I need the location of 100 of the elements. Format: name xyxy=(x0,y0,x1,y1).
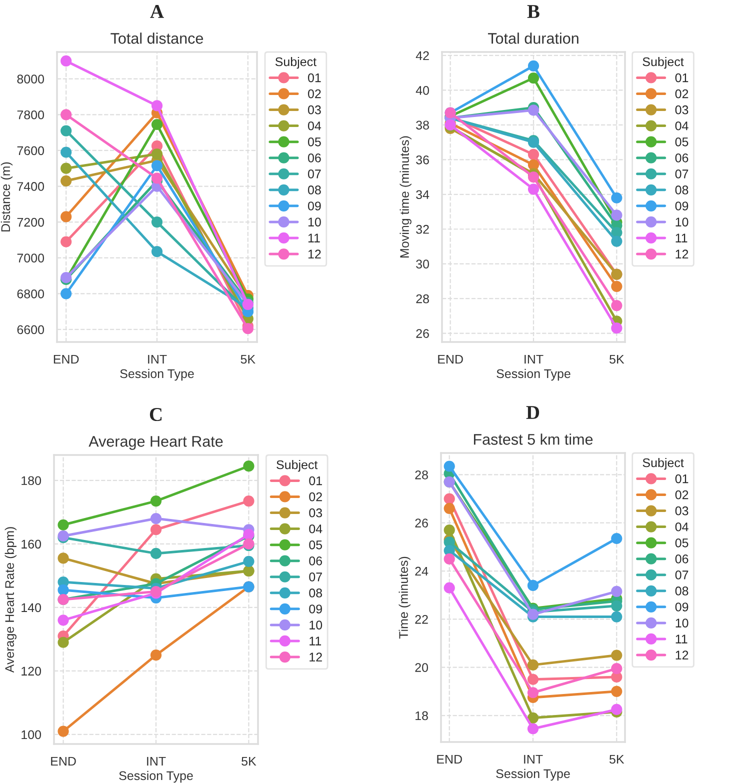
point xyxy=(60,55,72,67)
y-axis-title: Average Heart Rate (bpm) xyxy=(4,527,16,673)
point xyxy=(58,726,69,737)
y-tick-label: 100 xyxy=(22,730,42,740)
point xyxy=(151,172,163,184)
y-tick-label: 120 xyxy=(22,666,42,676)
point xyxy=(527,687,539,698)
x-tick-label: INT xyxy=(524,354,544,364)
legend-label: 10 xyxy=(676,618,688,628)
legend-label: 07 xyxy=(309,572,322,582)
legend-label: 09 xyxy=(675,202,688,210)
legend-label: 10 xyxy=(308,218,321,226)
x-tick-label: INT xyxy=(524,754,543,764)
text: B xyxy=(527,5,540,18)
legend-label: 03 xyxy=(675,506,688,516)
y-tick-label: 28 xyxy=(415,470,428,480)
legend-label: 06 xyxy=(675,153,688,162)
point xyxy=(527,608,539,620)
point xyxy=(444,524,455,536)
legend-label: 05 xyxy=(675,538,688,548)
point xyxy=(528,72,540,84)
x-tick-label: INT xyxy=(147,756,166,766)
point xyxy=(611,532,622,544)
legend-label: 10 xyxy=(676,218,688,226)
chart-title: Total distance xyxy=(110,32,204,44)
legend-label: 08 xyxy=(309,588,322,598)
point xyxy=(528,148,540,160)
point xyxy=(444,493,455,504)
point xyxy=(527,580,539,592)
point xyxy=(611,236,622,247)
point xyxy=(151,100,163,112)
y-axis-title: Distance (m) xyxy=(0,162,13,232)
y-tick-label: 7600 xyxy=(17,146,44,156)
point xyxy=(527,712,539,724)
point xyxy=(611,280,622,292)
y-tick-label: 34 xyxy=(416,190,430,200)
point xyxy=(150,548,162,560)
legend-label: 06 xyxy=(675,554,688,564)
point xyxy=(151,216,163,228)
point xyxy=(151,118,163,130)
x-axis-title: Session Type xyxy=(496,368,570,381)
text: C xyxy=(150,408,162,422)
x-axis-title: Session Type xyxy=(120,368,194,381)
chart-title: Average Heart Rate xyxy=(88,436,223,450)
y-tick-label: 30 xyxy=(416,260,430,269)
point xyxy=(528,60,540,72)
y-tick-label: 7400 xyxy=(17,182,44,191)
x-axis-title: Session Type xyxy=(496,768,570,781)
x-tick-label: END xyxy=(51,756,76,766)
legend-label: 05 xyxy=(675,137,688,146)
point xyxy=(60,109,72,120)
y-tick-label: 7200 xyxy=(17,218,44,227)
point xyxy=(611,300,622,312)
point xyxy=(60,175,72,186)
point xyxy=(611,322,622,334)
point xyxy=(58,584,69,596)
legend-label: 06 xyxy=(309,556,322,566)
legend-label: 03 xyxy=(675,105,688,114)
legend-label: 04 xyxy=(309,524,322,534)
legend-label: 12 xyxy=(676,250,688,258)
point xyxy=(151,148,163,160)
legend-label: 04 xyxy=(308,121,322,130)
point xyxy=(150,650,162,661)
point xyxy=(528,104,540,116)
y-tick-label: 6800 xyxy=(17,289,44,298)
y-tick-label: 8000 xyxy=(17,74,44,84)
legend-label: 08 xyxy=(675,186,688,194)
y-tick-label: 7800 xyxy=(17,110,44,120)
legend-label: 07 xyxy=(675,170,688,178)
legend-label: 02 xyxy=(675,89,688,98)
legend-label: 08 xyxy=(308,186,321,194)
legend-label: 04 xyxy=(675,121,688,130)
point xyxy=(444,582,455,594)
y-axis-title: Moving time (minutes) xyxy=(400,136,412,258)
x-axis-title: Session Type xyxy=(119,770,193,783)
legend-label: 07 xyxy=(308,170,321,178)
point xyxy=(60,162,72,174)
point xyxy=(151,160,163,172)
legend-label: 03 xyxy=(309,508,322,518)
y-tick-label: 26 xyxy=(416,329,429,338)
legend-label: 01 xyxy=(309,476,322,486)
y-axis-title: Time (minutes) xyxy=(398,556,410,639)
point xyxy=(444,553,455,565)
point xyxy=(243,556,254,567)
y-tick-label: 6600 xyxy=(17,325,44,334)
point xyxy=(611,704,622,716)
legend-label: 01 xyxy=(675,474,688,484)
legend-label: 02 xyxy=(309,492,322,502)
point xyxy=(150,524,162,536)
y-tick-label: 7000 xyxy=(17,254,44,263)
y-tick-label: 28 xyxy=(416,294,429,304)
point xyxy=(611,650,622,661)
x-tick-label: 5K xyxy=(240,354,256,364)
y-tick-label: 38 xyxy=(416,120,429,130)
point xyxy=(60,236,72,248)
legend-title: Subject xyxy=(276,460,318,472)
x-tick-label: 5K xyxy=(610,354,624,364)
y-tick-label: 24 xyxy=(415,566,428,576)
point xyxy=(611,662,622,674)
legend-label: 02 xyxy=(308,89,321,98)
